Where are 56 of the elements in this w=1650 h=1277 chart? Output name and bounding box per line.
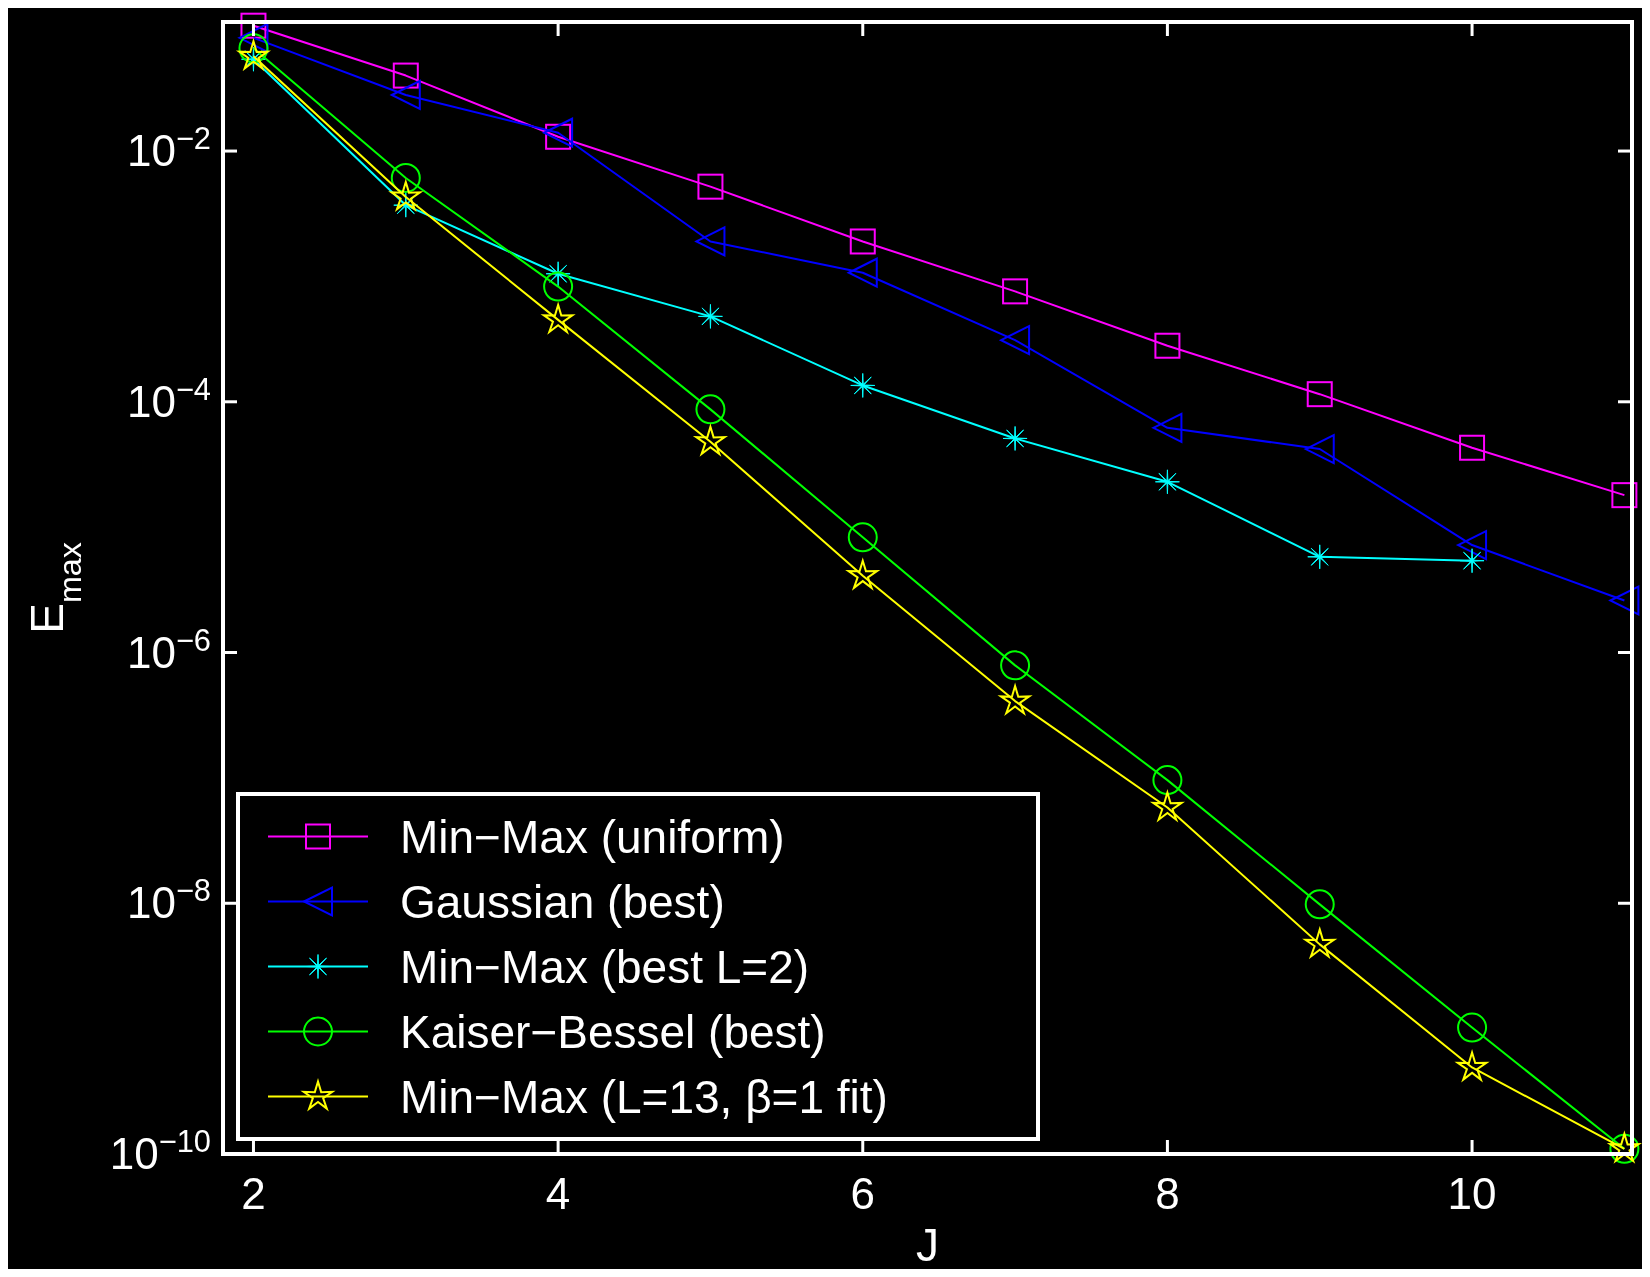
point (1611, 482, 1638, 509)
point (1152, 765, 1183, 796)
point (1302, 926, 1338, 959)
point (392, 62, 419, 89)
point (540, 301, 576, 335)
point (847, 257, 878, 288)
point (1459, 548, 1485, 574)
x-tick-label: 10 (1447, 1169, 1497, 1218)
x-axis-title: J (916, 1219, 939, 1271)
point (1154, 469, 1180, 495)
point (697, 173, 724, 200)
point (1306, 381, 1333, 408)
x-tick-label: 6 (850, 1169, 875, 1218)
point (850, 372, 876, 398)
point (1304, 434, 1335, 465)
point (1457, 530, 1488, 561)
point (1000, 650, 1031, 681)
x-tick-label: 2 (241, 1169, 266, 1218)
point (1459, 434, 1486, 461)
point (1307, 544, 1333, 570)
point (1150, 789, 1185, 823)
y-tick-label: 10$^{−6}$ (126, 622, 211, 677)
point (1154, 332, 1181, 359)
y-tick-label: 10$^{−4}$ (126, 371, 211, 426)
point (1609, 585, 1640, 616)
y-tick-label: 10$^{−8}$ (126, 872, 211, 928)
point (849, 228, 876, 255)
point (543, 271, 574, 302)
point (1454, 1049, 1490, 1083)
point (543, 117, 574, 148)
point (847, 522, 878, 553)
legend-label: Gaussian (best) (400, 875, 725, 928)
point (695, 226, 726, 257)
point (390, 79, 421, 110)
point (695, 394, 726, 425)
legend-label: Min−Max (L=13, β=1 fit) (400, 1070, 888, 1123)
point (238, 33, 269, 64)
point (1457, 1012, 1488, 1043)
point (1002, 278, 1029, 305)
point (1304, 889, 1335, 920)
x-tick-label: 4 (545, 1169, 571, 1218)
point (693, 423, 728, 457)
point (238, 22, 269, 53)
legend-label: Min−Max (best L=2) (400, 940, 810, 993)
point (388, 178, 424, 212)
point (1002, 425, 1028, 451)
point (1152, 412, 1183, 443)
legend-label: Min−Max (uniform) (400, 810, 785, 863)
point (390, 162, 421, 193)
y-tick-label: 10$^{−2}$ (126, 120, 211, 176)
y-tick-label: 10$^{−10}$ (109, 1123, 211, 1178)
point (1000, 325, 1031, 356)
x-tick-label: 8 (1155, 1169, 1180, 1218)
point (697, 303, 723, 329)
legend-label: Kaiser−Bessel (best) (400, 1005, 826, 1058)
point (845, 557, 881, 591)
